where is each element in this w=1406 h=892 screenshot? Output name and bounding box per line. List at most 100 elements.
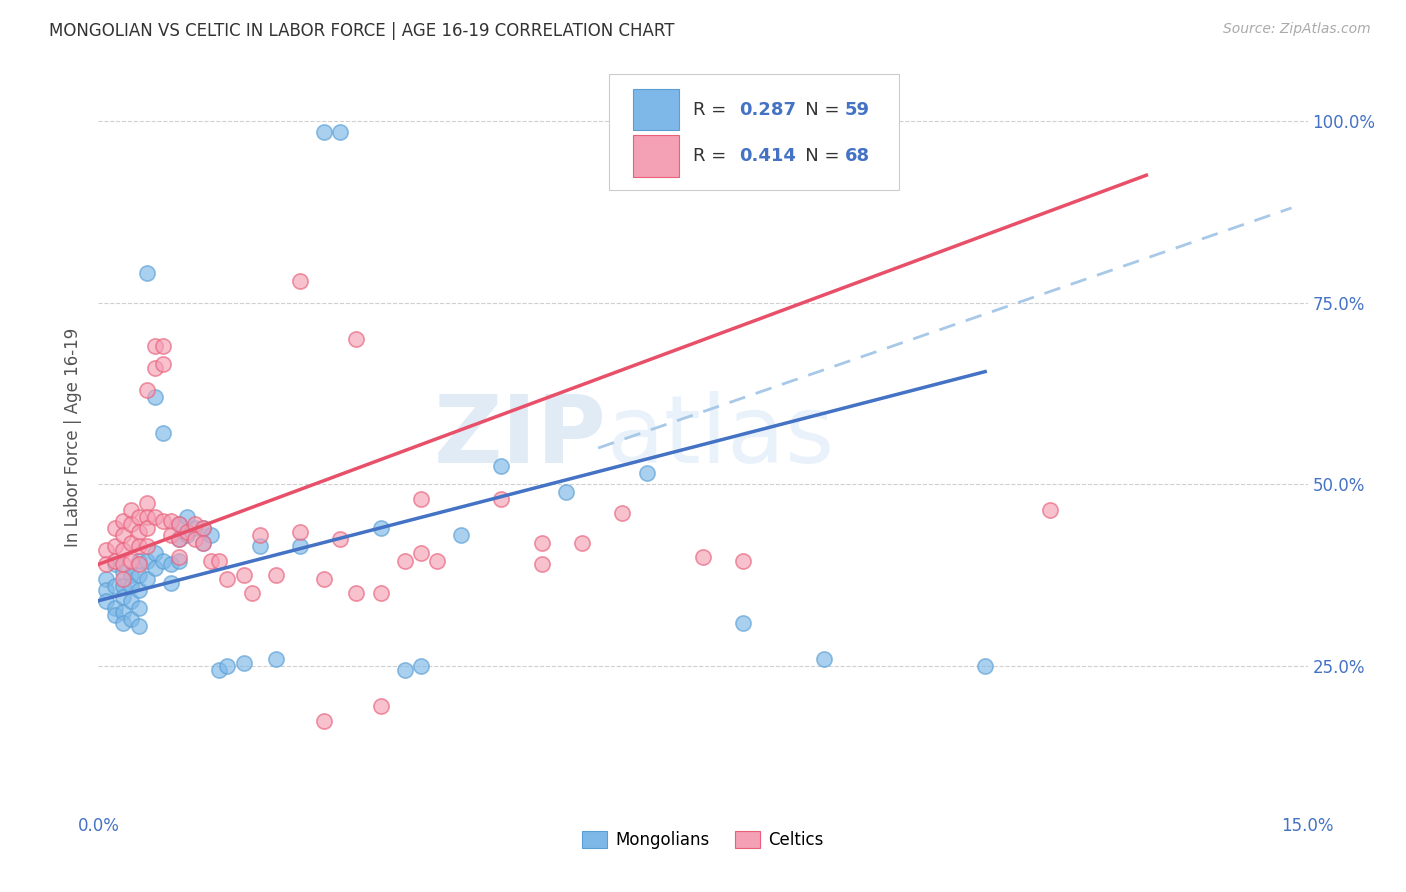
Point [636,467,658,481]
Point [329,532,352,546]
Point [96,558,118,572]
Point [370,699,392,714]
Point [288,539,311,553]
Text: Source: ZipAtlas.com: Source: ZipAtlas.com [1223,22,1371,37]
Point [733,615,755,630]
Point [288,274,311,288]
Point [167,550,190,565]
Point [167,532,190,546]
Point [128,554,150,568]
Point [491,491,513,506]
Point [813,652,835,666]
Point [111,615,134,630]
Point [193,521,215,535]
Point [193,521,215,535]
Point [176,510,198,524]
Point [152,514,174,528]
Point [217,572,239,586]
Point [120,517,142,532]
Point [128,619,150,633]
Point [120,612,142,626]
Point [143,561,166,575]
Point [329,124,352,138]
Point [314,714,336,728]
Point [264,568,287,582]
Point [733,554,755,568]
Point [96,542,118,557]
Point [208,663,231,677]
FancyBboxPatch shape [633,136,679,177]
Point [426,554,449,568]
Point [111,565,134,579]
Point [152,339,174,353]
Point [344,332,367,346]
Point [530,535,553,549]
Text: R =: R = [693,101,733,119]
Text: 0.414: 0.414 [740,147,796,165]
Point [143,339,166,353]
Point [120,554,142,568]
Point [370,586,392,600]
Point [103,521,125,535]
Point [409,546,432,560]
Point [143,546,166,560]
Text: N =: N = [787,101,845,119]
Point [152,554,174,568]
Point [167,532,190,546]
Point [135,495,157,509]
Point [103,539,125,553]
Point [217,659,239,673]
Point [176,524,198,539]
Point [111,579,134,593]
Point [555,484,578,499]
Point [128,524,150,539]
Point [103,579,125,593]
Point [96,593,118,607]
Point [135,572,157,586]
Point [96,582,118,597]
Point [120,535,142,549]
Point [120,593,142,607]
Point [184,532,207,546]
Point [135,521,157,535]
Text: R =: R = [693,147,733,165]
Y-axis label: In Labor Force | Age 16-19: In Labor Force | Age 16-19 [65,327,83,547]
Point [135,267,157,281]
Point [193,535,215,549]
Point [288,524,311,539]
Text: N =: N = [787,147,845,165]
Text: 0.287: 0.287 [740,101,796,119]
Point [249,528,271,542]
Point [1039,503,1062,517]
Point [120,579,142,593]
Point [232,656,254,670]
Point [160,528,183,542]
Point [128,582,150,597]
Point [128,601,150,615]
Point [167,554,190,568]
Point [103,554,125,568]
Point [160,558,183,572]
Point [249,539,271,553]
Point [612,507,634,521]
Point [184,517,207,532]
Point [167,517,190,532]
FancyBboxPatch shape [609,74,898,190]
Point [491,459,513,474]
Point [409,491,432,506]
Point [571,535,593,549]
Point [394,663,416,677]
Point [193,535,215,549]
Point [111,528,134,542]
Text: atlas: atlas [606,391,835,483]
Point [135,383,157,397]
FancyBboxPatch shape [633,89,679,130]
Point [143,361,166,376]
Point [344,586,367,600]
Point [128,539,150,553]
Point [208,554,231,568]
Point [167,517,190,532]
Point [692,550,714,565]
Point [111,590,134,604]
Point [143,390,166,404]
